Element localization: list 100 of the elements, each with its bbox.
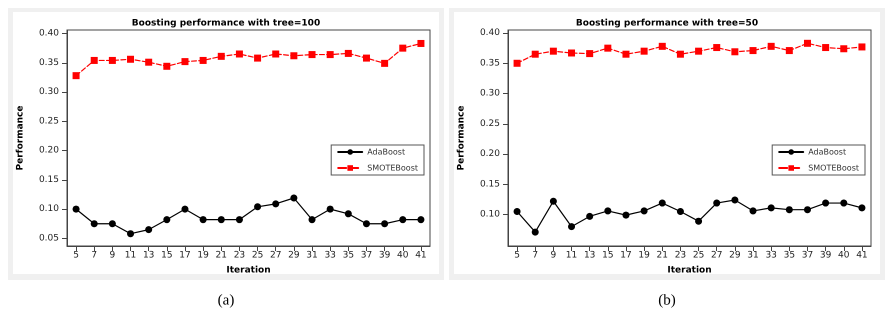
y-tick-label: 0.25: [38, 116, 59, 126]
x-tick-label: 35: [342, 250, 354, 260]
x-tick-label: 33: [765, 250, 777, 260]
point: [858, 43, 866, 50]
point: [532, 228, 539, 236]
x-tick-label: 39: [378, 250, 391, 260]
point: [786, 47, 793, 54]
point: [786, 206, 793, 214]
y-tick-label: 0.25: [480, 118, 500, 129]
legend-label: SMOTEBoost: [367, 164, 418, 172]
y-tick-label: 0.20: [480, 149, 500, 160]
point: [181, 58, 188, 66]
point: [713, 44, 720, 52]
x-tick-label: 27: [270, 250, 282, 260]
y-axis-title: Performance: [16, 106, 26, 170]
x-tick-label: 29: [729, 250, 741, 260]
point: [640, 207, 648, 214]
x-tick-label: 9: [110, 250, 116, 260]
point: [308, 216, 316, 224]
y-tick-label: 0.40: [480, 28, 500, 38]
text: (a): [218, 292, 234, 308]
x-tick-label: 40: [397, 250, 409, 260]
point: [218, 216, 225, 224]
y-tick-label: 0.35: [38, 58, 59, 68]
x-tick-label: 29: [288, 250, 300, 260]
point: [840, 45, 848, 52]
point: [72, 206, 80, 213]
x-tick-label: 7: [532, 250, 538, 260]
point: [163, 216, 170, 224]
y-tick-label: 0.20: [38, 146, 60, 156]
x-tick-label: 25: [692, 250, 704, 260]
point: [768, 204, 775, 212]
x-tick-label: 19: [197, 250, 210, 260]
point: [381, 220, 388, 228]
x-tick-label: 40: [838, 250, 850, 260]
x-tick-label: 33: [324, 250, 336, 260]
point: [604, 207, 612, 214]
point: [804, 40, 811, 47]
point: [272, 200, 280, 208]
y-tick-label: 0.05: [38, 233, 59, 244]
point: [586, 212, 594, 220]
chart-title: Boosting performance with tree=100: [132, 18, 320, 28]
point: [90, 56, 98, 64]
x-tick-label: 23: [234, 250, 246, 260]
point: [290, 52, 298, 60]
point: [200, 216, 207, 224]
y-tick-label: 0.40: [38, 28, 60, 39]
point: [362, 54, 370, 62]
point: [731, 48, 738, 56]
point: [640, 48, 648, 55]
x-axis-title: Iteration: [667, 266, 712, 276]
x-tick-label: 21: [656, 250, 668, 260]
x-tick-label: 19: [638, 250, 650, 260]
point: [108, 220, 116, 228]
text: (b): [658, 292, 676, 308]
point: [272, 50, 280, 58]
x-tick-label: 7: [91, 250, 98, 260]
point: [326, 206, 334, 213]
point: [218, 52, 225, 60]
y-tick-label: 0.15: [480, 179, 500, 190]
legend-label: SMOTEBoost: [808, 164, 860, 172]
x-tick-label: 41: [856, 250, 868, 260]
point: [622, 50, 630, 58]
point: [676, 50, 684, 58]
x-tick-label: 31: [747, 250, 759, 260]
point: [750, 207, 757, 214]
point: [362, 220, 370, 228]
point: [290, 194, 298, 202]
point: [254, 203, 262, 210]
point: [750, 47, 757, 54]
x-tick-label: 5: [73, 250, 79, 260]
point: [127, 230, 134, 238]
point: [417, 216, 424, 224]
point: [550, 48, 557, 55]
x-tick-label: 41: [415, 250, 427, 260]
y-tick-label: 0.30: [38, 87, 60, 98]
x-tick-label: 27: [711, 250, 722, 260]
point: [145, 226, 152, 234]
point: [145, 58, 152, 66]
point: [532, 50, 539, 58]
point: [163, 62, 170, 70]
point: [622, 212, 630, 219]
x-tick-label: 15: [161, 250, 173, 260]
point: [127, 56, 134, 63]
point: [731, 196, 738, 204]
x-tick-label: 37: [360, 250, 372, 260]
x-tick-label: 11: [124, 250, 136, 260]
x-tick-label: 17: [620, 250, 632, 260]
point: [344, 210, 352, 218]
point: [713, 200, 720, 207]
x-tick-label: 13: [142, 250, 154, 260]
point: [200, 56, 207, 64]
point: [344, 50, 352, 57]
legend-label: AdaBoost: [367, 148, 406, 156]
x-tick-label: 39: [820, 250, 832, 260]
y-tick-label: 0.35: [480, 58, 500, 68]
y-tick-label: 0.10: [38, 204, 60, 214]
chart-title: Boosting performance with tree=50: [576, 18, 758, 28]
point: [90, 220, 98, 228]
point: [550, 198, 557, 205]
